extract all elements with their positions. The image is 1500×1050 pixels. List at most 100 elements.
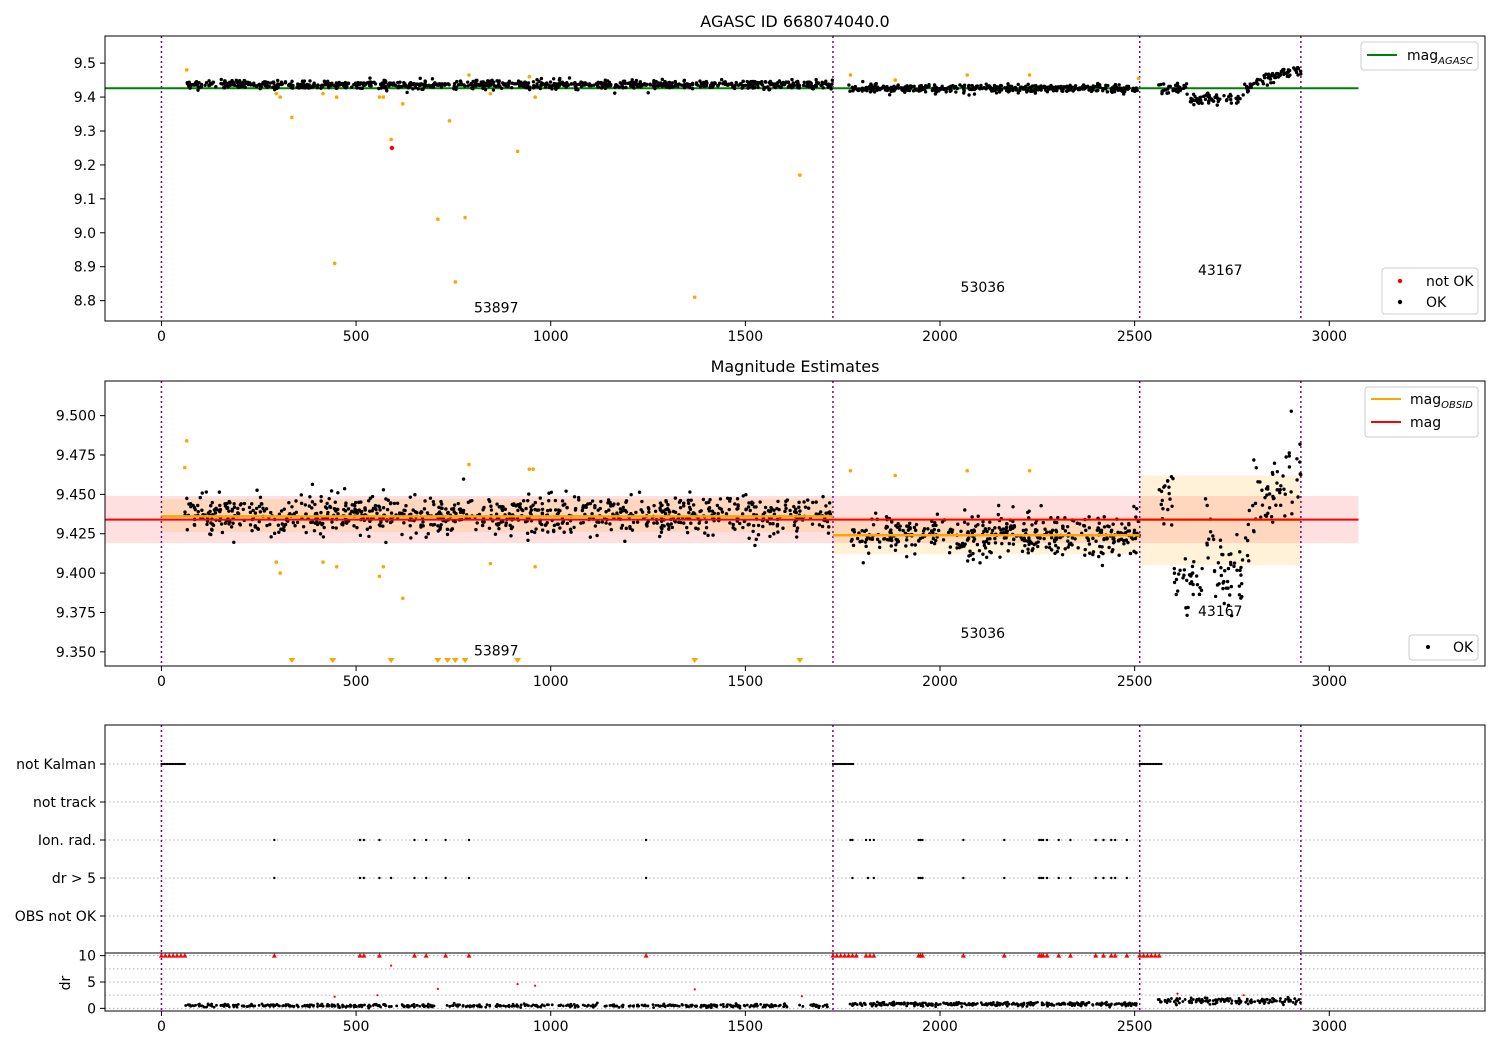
ok-point [1070,536,1075,540]
dr-point [759,1002,763,1006]
ok-point [869,82,873,86]
dr-point [1250,1000,1254,1004]
ok-point [264,507,269,511]
ok-point [458,507,463,511]
ok-point [1049,548,1054,552]
ok-point [670,85,674,89]
dr-point [707,1005,711,1008]
ok-point [345,521,349,525]
ok-point [981,552,985,556]
ok-point [873,86,878,90]
ok-point [1235,97,1240,101]
ok-point [910,543,914,547]
ok-point [830,82,834,86]
ok-point [1278,487,1282,492]
ok-point [797,505,801,509]
ok-point [382,86,386,90]
dr-point [210,1004,214,1008]
dr-point [995,1001,999,1005]
ok-point [452,503,457,507]
ok-point [994,91,999,95]
ok-point [408,524,412,528]
ok-point [367,80,371,85]
dr-point [1291,1000,1295,1004]
ok-point [1053,543,1058,548]
ok-point [667,527,671,531]
ok-point [939,87,943,91]
ok-point [1094,539,1098,543]
ok-point [437,510,442,514]
ok-point [468,499,473,503]
ok-point [1101,86,1105,91]
ok-point [223,521,228,525]
outlier-point [1136,76,1141,81]
ok-point [621,86,625,90]
ok-point [898,528,902,532]
obsid-label: 53036 [961,626,1006,642]
flag-point-not-kalman [1158,762,1162,766]
dr-point [530,1004,533,1008]
dr-point [387,1005,391,1008]
dr-capped-marker [158,953,164,958]
flag-point-ion-rad [1110,838,1113,842]
ok-point [248,510,253,515]
dr-point [426,1005,430,1009]
ok-point [926,527,930,531]
ok-point [685,525,689,530]
x-tick-label: 2500 [1117,329,1153,345]
ok-point [794,507,798,511]
ok-point [624,510,629,514]
ok-point [1199,95,1203,99]
ok-point [965,531,970,535]
ok-point [1023,543,1027,548]
dr-outlier-point [333,995,336,998]
x-tick-label: 3000 [1311,674,1347,690]
dr-capped-marker [423,953,429,958]
ok-point [689,498,693,502]
ok-point [1087,515,1091,519]
y-tick-label: 9.375 [56,605,96,621]
ok-point [1283,492,1287,496]
ok-point [701,80,706,85]
ok-point [751,86,755,90]
dr-point [263,1004,267,1008]
ok-point [336,491,340,495]
ok-point [975,84,980,88]
dr-point [345,1004,349,1008]
flag-point-not-kalman [161,762,165,766]
ok-point [1240,581,1244,586]
ok-point [462,83,466,87]
ok-point [1239,596,1243,600]
ok-point [255,526,260,531]
dr-point [1249,998,1253,1002]
ok-point [1228,560,1233,565]
ok-point [195,81,200,86]
ok-point [855,536,860,541]
outlier-point [447,119,452,123]
flag-point-ion-rad [273,838,276,842]
ok-point [775,506,779,511]
ok-point [488,79,492,83]
dr-capped-marker [1040,953,1046,958]
ok-point [1226,603,1231,608]
ok-point [1266,511,1270,515]
ok-point [756,523,761,528]
ok-point [987,541,991,546]
ok-point [981,520,985,524]
outlier-point [848,468,853,473]
ok-point [608,522,612,526]
ok-point [904,538,909,542]
ok-point [629,84,633,88]
dr-point [205,1005,209,1009]
ok-point [603,86,608,91]
ok-point [1050,528,1055,533]
outlier-point [515,149,520,154]
ok-point [1022,521,1026,526]
off-scale-marker [691,658,699,663]
plot-area [158,953,1302,1011]
ok-point [514,504,518,508]
ok-point [1005,522,1009,526]
ok-point [762,511,767,515]
ok-point [1178,568,1182,573]
ok-point [1163,484,1167,488]
